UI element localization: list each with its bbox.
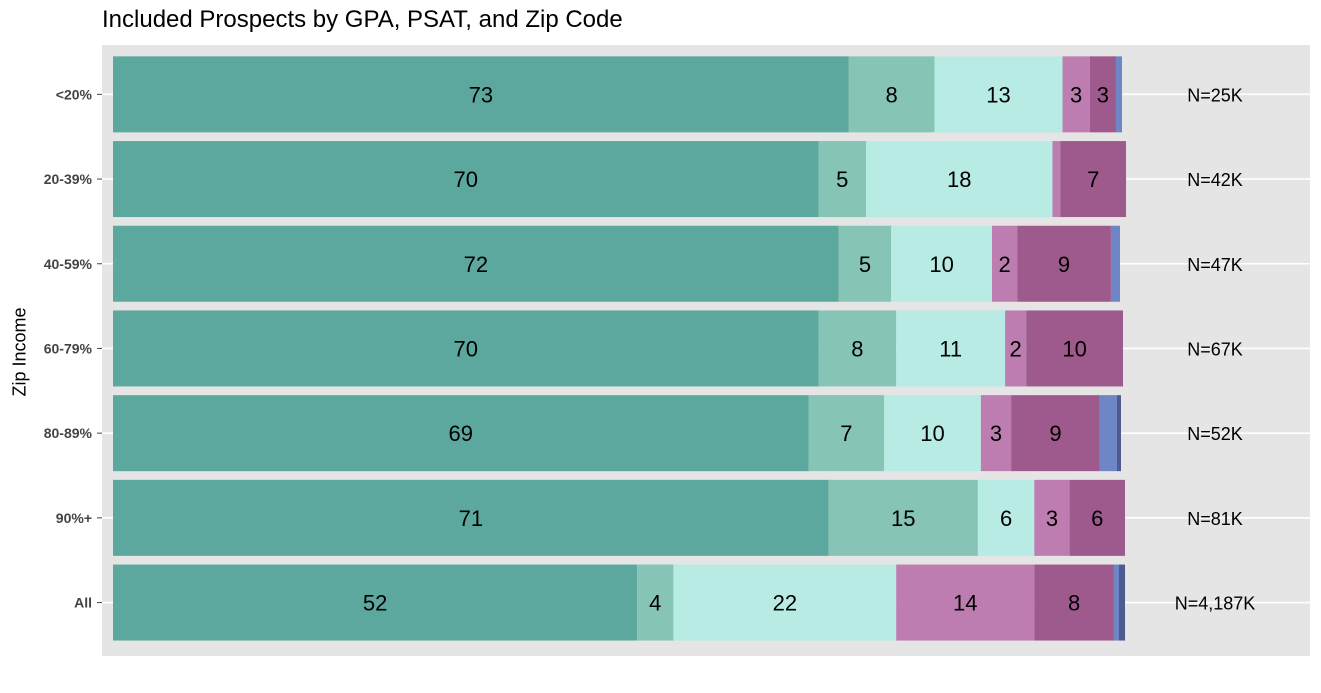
n-count-label: N=42K xyxy=(1187,170,1243,190)
bar-segment xyxy=(113,56,849,133)
segment-value-label: 18 xyxy=(947,167,971,192)
bar-segment xyxy=(991,225,1018,302)
n-count-label: N=47K xyxy=(1187,255,1243,275)
bar-segment xyxy=(1062,56,1090,133)
y-tick-label: 60-79% xyxy=(44,340,93,356)
bar-segment xyxy=(113,479,829,556)
segment-value-label: 14 xyxy=(953,591,977,616)
segment-value-label: 4 xyxy=(649,591,661,616)
bar-segment xyxy=(818,310,897,387)
bar-segment xyxy=(1026,310,1124,387)
segment-value-label: 3 xyxy=(1097,82,1109,107)
bar-segment xyxy=(934,56,1063,133)
bar-segment xyxy=(113,564,638,641)
bar-segment xyxy=(1017,225,1111,302)
bar-segment xyxy=(808,395,885,472)
n-count-label: N=67K xyxy=(1187,339,1243,359)
segment-value-label: 73 xyxy=(469,82,493,107)
segment-value-label: 7 xyxy=(1087,167,1099,192)
segment-value-label: 8 xyxy=(1068,591,1080,616)
bar-segment xyxy=(1034,479,1070,556)
segment-value-label: 70 xyxy=(454,336,478,361)
segment-value-label: 22 xyxy=(773,591,797,616)
segment-value-label: 6 xyxy=(1000,506,1012,531)
bar-segment xyxy=(891,225,992,302)
segment-value-label: 69 xyxy=(449,421,473,446)
bar-segment xyxy=(1118,564,1126,641)
bar-segment xyxy=(673,564,897,641)
segment-value-label: 15 xyxy=(891,506,915,531)
bar-segment xyxy=(113,225,839,302)
segment-value-label: 3 xyxy=(990,421,1002,446)
segment-value-label: 71 xyxy=(459,506,483,531)
bar-segment xyxy=(828,479,978,556)
y-tick-label: 40-59% xyxy=(44,256,93,272)
bar-segment xyxy=(1005,310,1027,387)
bar-segment xyxy=(1052,141,1061,218)
y-tick-label: 80-89% xyxy=(44,425,93,441)
y-tick-label: 90%+ xyxy=(56,510,92,526)
segment-value-label: 8 xyxy=(851,336,863,361)
y-tick-label: All xyxy=(74,595,92,611)
bar-segment xyxy=(1060,141,1127,218)
n-count-label: N=81K xyxy=(1187,509,1243,529)
segment-value-label: 3 xyxy=(1046,506,1058,531)
bar-segment xyxy=(1115,56,1123,133)
segment-value-label: 5 xyxy=(836,167,848,192)
y-tick-label: <20% xyxy=(56,86,93,102)
segment-value-label: 52 xyxy=(363,591,387,616)
bar-segment xyxy=(818,141,866,218)
n-count-label: N=25K xyxy=(1187,85,1243,105)
bar-segment xyxy=(637,564,674,641)
bar-segment xyxy=(1116,395,1121,472)
bar-segment xyxy=(1089,56,1116,133)
bar-segment xyxy=(113,395,809,472)
segment-value-label: 10 xyxy=(929,252,953,277)
bar-segment xyxy=(1099,395,1117,472)
y-tick-label: 20-39% xyxy=(44,171,93,187)
bar-segment xyxy=(865,141,1053,218)
segment-value-label: 10 xyxy=(920,421,944,446)
bar-segment xyxy=(1034,564,1114,641)
segment-value-label: 9 xyxy=(1049,421,1061,446)
bar-segment xyxy=(1011,395,1100,472)
n-count-label: N=52K xyxy=(1187,424,1243,444)
bar-segment xyxy=(896,564,1035,641)
bar-segment xyxy=(848,56,935,133)
segment-value-label: 2 xyxy=(998,252,1010,277)
segment-value-label: 2 xyxy=(1010,336,1022,361)
bar-segment xyxy=(113,141,819,218)
segment-value-label: 6 xyxy=(1091,506,1103,531)
bar-segment xyxy=(977,479,1035,556)
bar-segment xyxy=(113,310,819,387)
segment-value-label: 10 xyxy=(1062,336,1086,361)
chart-title: Included Prospects by GPA, PSAT, and Zip… xyxy=(102,6,623,33)
segment-value-label: 5 xyxy=(859,252,871,277)
n-count-label: N=4,187K xyxy=(1175,594,1256,614)
bar-segment xyxy=(1113,564,1119,641)
bar-segment xyxy=(1110,225,1120,302)
bar-segment xyxy=(1069,479,1126,556)
segment-value-label: 70 xyxy=(454,167,478,192)
segment-value-label: 8 xyxy=(886,82,898,107)
segment-value-label: 72 xyxy=(464,252,488,277)
segment-value-label: 11 xyxy=(939,336,962,361)
bar-segment xyxy=(838,225,892,302)
bar-segment xyxy=(896,310,1006,387)
bar-segment xyxy=(980,395,1012,472)
segment-value-label: 13 xyxy=(986,82,1010,107)
segment-value-label: 3 xyxy=(1070,82,1082,107)
bar-segment xyxy=(884,395,981,472)
segment-value-label: 7 xyxy=(840,421,852,446)
segment-value-label: 9 xyxy=(1058,252,1070,277)
